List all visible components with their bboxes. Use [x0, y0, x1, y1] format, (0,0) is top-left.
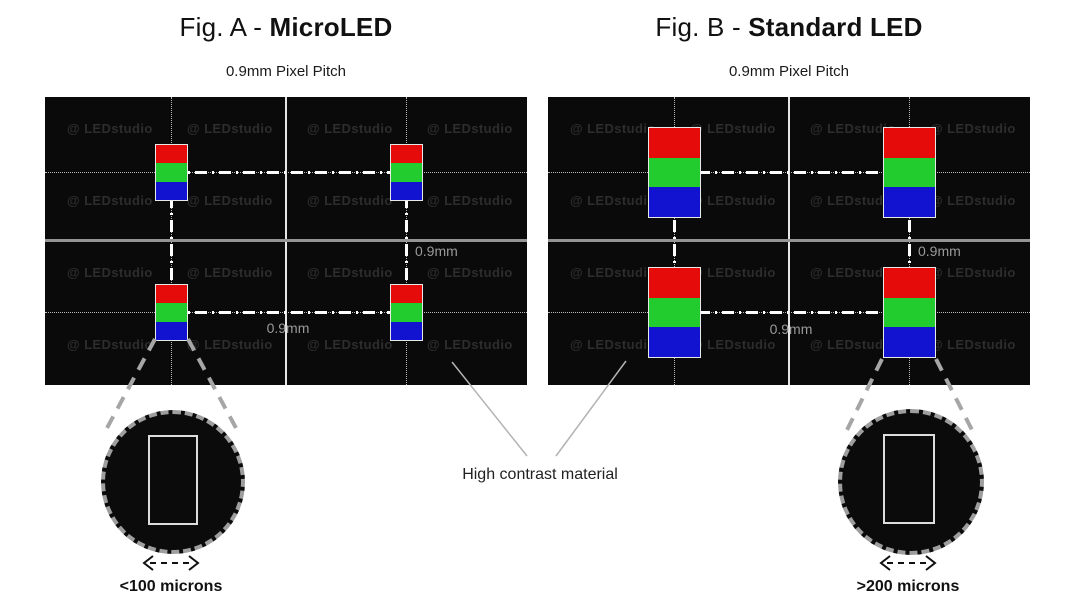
watermark-text: @ LEDstudio: [187, 121, 273, 136]
green-subpixel: [391, 163, 422, 182]
watermark-text: @ LEDstudio: [930, 193, 1016, 208]
watermark-text: @ LEDstudio: [427, 121, 513, 136]
red-subpixel: [884, 128, 935, 158]
magnifier-circle-microled: [101, 410, 245, 554]
red-subpixel: [156, 145, 187, 164]
pitch-measure-line: [673, 172, 676, 312]
watermark-text: @ LEDstudio: [810, 121, 896, 136]
watermark-text: @ LEDstudio: [307, 337, 393, 352]
green-subpixel: [649, 297, 700, 328]
magnified-rgb-pixel: [148, 435, 198, 525]
watermark-text: @ LEDstudio: [690, 265, 776, 280]
watermark-text: @ LEDstudio: [570, 265, 656, 280]
watermark-text: @ LEDstudio: [690, 193, 776, 208]
green-subpixel: [884, 157, 935, 188]
rgb-pixel: [648, 127, 701, 218]
blue-subpixel: [649, 327, 700, 358]
figure-a-title-name: MicroLED: [269, 12, 393, 42]
watermark-text: @ LEDstudio: [307, 265, 393, 280]
vertical-pitch-label: 0.9mm: [918, 243, 961, 259]
blue-subpixel: [156, 181, 187, 200]
horizontal-pitch-label: 0.9mm: [266, 320, 310, 336]
watermark-text: @ LEDstudio: [427, 265, 513, 280]
red-subpixel: [391, 285, 422, 304]
red-subpixel: [649, 268, 700, 298]
watermark-text: @ LEDstudio: [307, 193, 393, 208]
pitch-measure-line: [405, 172, 408, 312]
watermark-text: @ LEDstudio: [810, 193, 896, 208]
figure-a-subtitle: 0.9mm Pixel Pitch: [225, 63, 347, 80]
pitch-measure-line: [171, 171, 406, 174]
watermark-text: @ LEDstudio: [930, 337, 1016, 352]
micron-size-label-standard: >200 microns: [856, 578, 960, 595]
figure-a-title: Fig. A - MicroLED: [45, 12, 527, 43]
blue-subpixel: [649, 187, 700, 218]
green-subpixel: [156, 163, 187, 182]
cabinet-seam-horizontal: [548, 239, 1030, 242]
green-subpixel: [884, 297, 935, 328]
rgb-pixel: [883, 127, 936, 218]
watermark-text: @ LEDstudio: [810, 337, 896, 352]
red-subpixel: [649, 128, 700, 158]
watermark-text: @ LEDstudio: [427, 193, 513, 208]
blue-subpixel: [884, 327, 935, 358]
pitch-measure-line: [908, 172, 911, 312]
micron-size-label-microled: <100 microns: [119, 578, 223, 595]
pitch-measure-line: [674, 171, 909, 174]
rgb-pixel: [155, 144, 188, 201]
figure-a-title-prefix: Fig. A -: [179, 12, 270, 42]
panel-microled: @ LEDstudio @ LEDstudio @ LEDstudio @ LEDst…: [45, 97, 527, 385]
high-contrast-annotation: High contrast material: [462, 466, 618, 483]
watermark-text: @ LEDstudio: [930, 265, 1016, 280]
green-subpixel: [391, 303, 422, 322]
pitch-measure-line: [674, 311, 909, 314]
rgb-pixel: [648, 267, 701, 358]
figure-b-title: Fig. B - Standard LED: [548, 12, 1030, 43]
rgb-pixel: [390, 284, 423, 341]
magnifier-circle-standard: [838, 409, 984, 555]
blue-subpixel: [391, 181, 422, 200]
watermark-text: @ LEDstudio: [690, 121, 776, 136]
horizontal-pitch-label: 0.9mm: [769, 321, 813, 337]
red-subpixel: [156, 285, 187, 304]
watermark-text: @ LEDstudio: [570, 193, 656, 208]
figure-b-title-name: Standard LED: [748, 12, 923, 42]
watermark-text: @ LEDstudio: [690, 337, 776, 352]
cabinet-seam-horizontal: [45, 239, 527, 242]
figure-b-subtitle: 0.9mm Pixel Pitch: [728, 63, 850, 80]
watermark-text: @ LEDstudio: [930, 121, 1016, 136]
green-subpixel: [156, 303, 187, 322]
watermark-text: @ LEDstudio: [427, 337, 513, 352]
watermark-text: @ LEDstudio: [187, 337, 273, 352]
red-subpixel: [884, 268, 935, 298]
watermark-text: @ LEDstudio: [187, 193, 273, 208]
watermark-text: @ LEDstudio: [307, 121, 393, 136]
watermark-text: @ LEDstudio: [67, 337, 153, 352]
pitch-measure-line: [171, 311, 406, 314]
watermark-text: @ LEDstudio: [570, 337, 656, 352]
red-subpixel: [391, 145, 422, 164]
watermark-text: @ LEDstudio: [187, 265, 273, 280]
blue-subpixel: [391, 321, 422, 340]
panel-standard-led: @ LEDstudio @ LEDstudio @ LEDstudio @ LEDst…: [548, 97, 1030, 385]
watermark-text: @ LEDstudio: [570, 121, 656, 136]
rgb-pixel: [155, 284, 188, 341]
green-subpixel: [649, 157, 700, 188]
watermark-text: @ LEDstudio: [67, 193, 153, 208]
rgb-pixel: [390, 144, 423, 201]
watermark-text: @ LEDstudio: [810, 265, 896, 280]
blue-subpixel: [156, 321, 187, 340]
width-arrow-left: [142, 555, 200, 571]
magnified-rgb-pixel: [883, 434, 935, 524]
width-arrow-right: [879, 555, 937, 571]
blue-subpixel: [884, 187, 935, 218]
vertical-pitch-label: 0.9mm: [415, 243, 458, 259]
watermark-text: @ LEDstudio: [67, 265, 153, 280]
pitch-measure-line: [170, 172, 173, 312]
watermark-text: @ LEDstudio: [67, 121, 153, 136]
rgb-pixel: [883, 267, 936, 358]
figure-b-title-prefix: Fig. B -: [655, 12, 749, 42]
